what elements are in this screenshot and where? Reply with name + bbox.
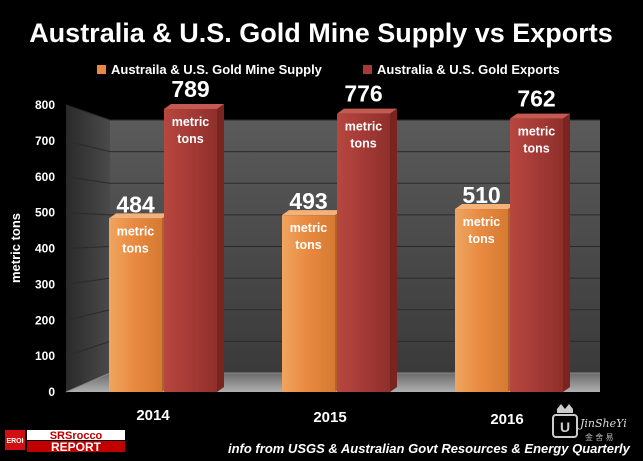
bar-side (217, 103, 224, 392)
srsrocco-logo: EROI SRSrocco REPORT (5, 430, 125, 454)
gridline (65, 104, 600, 121)
y-tick-label: 300 (35, 277, 55, 291)
logo-badge (5, 430, 25, 450)
legend: Austraila & U.S. Gold Mine Supply Austra… (97, 62, 560, 77)
source-note: info from USGS & Australian Govt Resourc… (228, 441, 631, 456)
bar-exports (337, 113, 390, 393)
bar-side (390, 108, 397, 393)
legend-swatch-supply (97, 65, 106, 74)
y-axis-label: metric tons (8, 213, 23, 283)
jinsheyi-subtext: 金 舍 易 (585, 432, 613, 442)
bar-exports (164, 108, 217, 392)
y-tick-label: 100 (35, 349, 55, 363)
data-label-value: 510 (462, 182, 500, 208)
legend-swatch-exports (363, 65, 372, 74)
y-tick-label: 500 (35, 206, 55, 220)
bars: 484 metric tons 789 metric tons 493 metric tons 7… (109, 76, 570, 393)
x-category-label: 2015 (313, 409, 346, 426)
bar-side (563, 113, 570, 392)
data-label-value: 776 (344, 81, 382, 107)
data-label-value: 493 (289, 188, 327, 214)
bar-top (164, 103, 224, 109)
bar-mine-supply (109, 218, 162, 392)
logo-frame-icon (552, 414, 578, 438)
chart-title: Australia & U.S. Gold Mine Supply vs Exp… (29, 18, 613, 48)
data-label-unit: metric (518, 125, 556, 139)
data-label-value: 484 (116, 191, 155, 217)
data-label-unit: metric (117, 224, 155, 238)
bar-top (109, 213, 169, 219)
data-label-unit: tons (350, 137, 376, 151)
data-label-unit: tons (468, 232, 494, 246)
bar-top (455, 204, 515, 210)
data-label-unit: metric (290, 221, 328, 235)
jinsheyi-text: JinSheYi (578, 417, 627, 430)
data-label-unit: metric (463, 215, 501, 229)
y-axis-ticks: 0 100 200 300 400 500 600 700 800 (35, 98, 55, 399)
legend-label-exports: Australia & U.S. Gold Exports (377, 62, 560, 77)
legend-label-supply: Austraila & U.S. Gold Mine Supply (111, 62, 323, 77)
y-tick-label: 400 (35, 242, 55, 256)
data-label-unit: metric (172, 115, 210, 129)
logo-bottom-band (27, 441, 125, 452)
bar-top (510, 113, 570, 119)
jinsheyi-logo: U JinSheYi 金 舍 易 (552, 404, 627, 442)
logo-top-text: SRSrocco (50, 430, 103, 442)
data-label-unit: tons (122, 241, 148, 255)
data-label-unit: tons (295, 238, 321, 252)
logo-bottom-text: REPORT (51, 440, 102, 454)
logo-badge-text: EROI (6, 438, 23, 445)
logo-top-band (27, 430, 125, 440)
bar-top (337, 108, 397, 114)
bar-mine-supply (282, 215, 335, 392)
y-tick-label: 700 (35, 134, 55, 148)
y-tick-label: 200 (35, 313, 55, 327)
plot-side-wall (66, 105, 110, 392)
x-category-label: 2016 (490, 411, 523, 428)
data-label-unit: metric (345, 120, 383, 134)
gridline (65, 212, 600, 216)
y-tick-label: 0 (48, 385, 55, 399)
bar-top (282, 210, 342, 216)
x-category-label: 2014 (136, 407, 170, 424)
bar-exports (510, 118, 563, 392)
crown-icon (557, 404, 573, 413)
data-label-value: 762 (517, 86, 555, 112)
data-label-unit: tons (523, 142, 549, 156)
logo-letter-icon: U (560, 419, 570, 435)
gridline (65, 176, 600, 184)
x-axis-categories: 2014 2015 2016 (136, 407, 523, 428)
y-tick-label: 600 (35, 170, 55, 184)
data-label-value: 789 (171, 76, 209, 102)
y-tick-label: 800 (35, 98, 55, 112)
gridline (65, 140, 600, 153)
bar-mine-supply (455, 209, 508, 392)
data-label-unit: tons (177, 132, 203, 146)
